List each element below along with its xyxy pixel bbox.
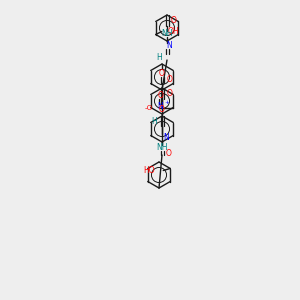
Text: NH: NH	[161, 29, 173, 38]
Text: HO: HO	[144, 166, 155, 175]
Text: O: O	[167, 89, 173, 98]
Text: O: O	[166, 148, 172, 158]
Text: -O: -O	[145, 104, 153, 110]
Text: O: O	[159, 68, 165, 77]
Text: NH: NH	[156, 143, 168, 152]
Text: N: N	[158, 102, 163, 111]
Text: O: O	[159, 106, 165, 115]
Text: N: N	[166, 41, 172, 50]
Text: H: H	[156, 52, 162, 62]
Text: +: +	[164, 100, 169, 105]
Text: O: O	[167, 74, 173, 83]
Text: H: H	[151, 116, 157, 125]
Text: N: N	[163, 133, 169, 142]
Text: O: O	[171, 16, 177, 25]
Text: OH: OH	[168, 27, 179, 36]
Text: O: O	[157, 91, 163, 100]
